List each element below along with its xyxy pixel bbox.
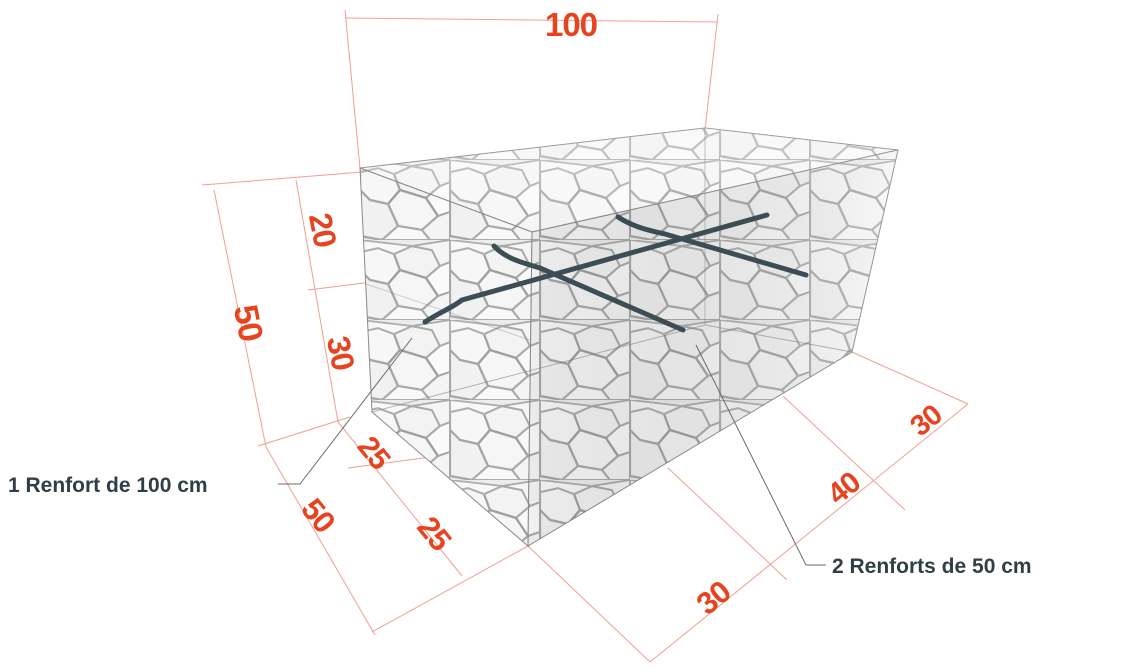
dim-length-part-c: 30 — [905, 399, 949, 443]
callout-single-reinforcement: 1 Renfort de 100 cm — [8, 474, 208, 497]
dim-height-total: 50 — [226, 302, 270, 345]
dim-width-part-b: 25 — [410, 510, 458, 558]
dim-height-lower: 30 — [320, 333, 362, 373]
dim-width-total: 50 — [294, 492, 342, 539]
dim-length-part-b: 40 — [821, 466, 866, 512]
dim-height-upper: 20 — [302, 210, 344, 250]
dim-width-part-a: 25 — [351, 430, 397, 475]
dim-length-part-a: 30 — [690, 574, 737, 622]
callout-leaders — [278, 337, 826, 566]
dimension-lines — [201, 9, 969, 663]
gabion-box — [359, 127, 899, 548]
reinforcement-bar-50cm-back — [615, 214, 809, 278]
reinforcement-bars — [422, 212, 809, 333]
reinforcement-bar-100cm — [422, 212, 770, 325]
dim-length-top: 100 — [545, 6, 597, 43]
reinforcement-bar-50cm-front — [491, 243, 686, 333]
callout-double-reinforcement: 2 Renforts de 50 cm — [832, 555, 1032, 578]
box-front-face — [359, 167, 533, 548]
